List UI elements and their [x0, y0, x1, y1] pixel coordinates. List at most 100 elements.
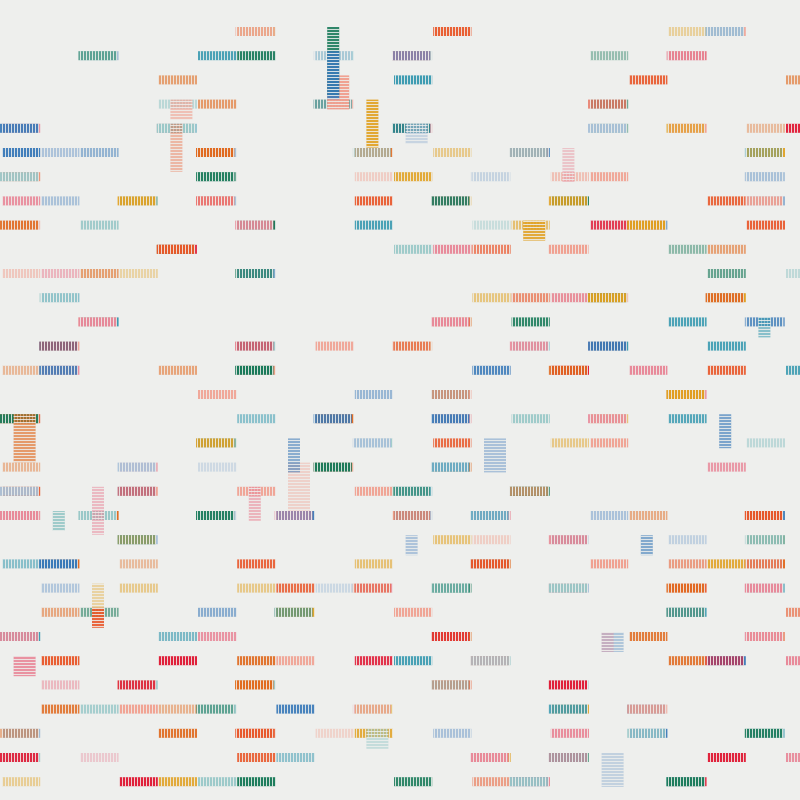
hatch-texture — [366, 728, 389, 749]
hatch-texture — [156, 244, 195, 254]
hatch-texture — [511, 317, 550, 327]
hatch-texture — [744, 148, 783, 157]
hatch-texture — [39, 365, 78, 375]
hatch-texture — [394, 656, 433, 666]
hatch-texture — [511, 414, 550, 424]
hatch-texture — [158, 75, 197, 85]
hatch-texture — [41, 704, 80, 714]
hatch-texture — [196, 196, 235, 206]
hatch-texture — [472, 293, 511, 303]
hatch-texture — [746, 438, 785, 448]
hatch-texture — [354, 220, 393, 230]
hatch-texture — [170, 123, 183, 172]
hatch-texture — [78, 317, 117, 327]
hatch-texture — [548, 680, 587, 690]
hatch-texture — [548, 365, 587, 375]
hatch-texture — [590, 511, 629, 520]
hatch-texture — [629, 365, 668, 375]
hatch-texture — [588, 123, 627, 133]
hatch-texture — [2, 196, 41, 206]
hatch-texture — [707, 753, 746, 762]
hatch-texture — [2, 269, 41, 278]
hatch-texture — [119, 704, 158, 714]
hatch-texture — [352, 438, 391, 448]
hatch-texture — [196, 511, 235, 520]
hatch-texture — [431, 680, 470, 690]
hatch-texture — [627, 220, 666, 230]
hatch-texture — [352, 148, 391, 157]
hatch-texture — [601, 632, 614, 652]
hatch-texture — [746, 123, 785, 133]
hatch-texture — [80, 148, 119, 157]
hatch-texture — [41, 148, 80, 157]
hatch-texture — [548, 753, 587, 762]
hatch-texture — [786, 365, 800, 375]
hatch-texture — [627, 704, 666, 714]
hatch-texture — [719, 414, 732, 449]
hatch-texture — [590, 220, 629, 230]
hatch-texture — [2, 365, 41, 375]
hatch-texture — [39, 293, 78, 303]
hatch-texture — [405, 535, 418, 556]
hatch-texture — [198, 462, 237, 472]
hatch-texture — [705, 27, 744, 36]
hatch-texture — [41, 196, 80, 206]
hatch-texture — [394, 244, 433, 254]
hatch-texture — [705, 293, 744, 303]
hatch-texture — [744, 196, 783, 206]
hatch-texture — [431, 583, 470, 593]
hatch-texture — [744, 172, 783, 182]
hatch-texture — [668, 317, 707, 327]
hatch-texture — [0, 486, 39, 496]
hatch-texture — [13, 414, 36, 463]
hatch-texture — [394, 172, 433, 182]
hatch-texture — [786, 656, 800, 666]
hatch-texture — [235, 27, 274, 36]
hatch-texture — [117, 680, 156, 690]
hatch-texture — [405, 123, 428, 144]
hatch-texture — [119, 269, 158, 278]
hatch-texture — [235, 365, 274, 375]
hatch-texture — [352, 583, 391, 593]
hatch-texture — [288, 462, 310, 511]
hatch-texture — [119, 777, 158, 787]
hatch-texture — [433, 728, 472, 738]
hatch-texture — [274, 607, 313, 617]
hatch-texture — [509, 486, 548, 496]
hatch-texture — [198, 51, 237, 61]
hatch-texture — [235, 341, 274, 351]
hatch-texture — [470, 172, 509, 182]
hatch-texture — [431, 414, 470, 424]
hatch-texture — [629, 75, 668, 85]
hatch-texture — [627, 728, 666, 738]
hatch-texture — [668, 535, 707, 545]
hatch-texture — [550, 438, 589, 448]
hatch-texture — [354, 559, 393, 569]
hatch-texture — [2, 462, 41, 472]
hatch-texture — [354, 196, 393, 206]
hatch-texture — [394, 75, 433, 85]
hatch-texture — [158, 728, 197, 738]
hatch-texture — [707, 244, 746, 254]
hatch-texture — [588, 414, 627, 424]
hatch-texture — [786, 607, 800, 617]
hatch-texture — [80, 269, 119, 278]
hatch-texture — [550, 293, 589, 303]
hatch-texture — [590, 51, 629, 61]
hatch-texture — [433, 535, 472, 545]
hatch-texture — [433, 244, 472, 254]
hatch-texture — [39, 559, 78, 569]
hatch-texture — [327, 51, 340, 100]
hatch-texture — [707, 365, 746, 375]
hatch-texture — [117, 535, 156, 545]
hatch-texture — [354, 486, 393, 496]
hatch-texture — [433, 438, 472, 448]
hatch-texture — [786, 75, 800, 85]
hatch-texture — [315, 341, 354, 351]
hatch-texture — [0, 753, 39, 762]
hatch-texture — [472, 220, 511, 230]
hatch-texture — [562, 148, 575, 182]
hatch-texture — [92, 607, 104, 628]
